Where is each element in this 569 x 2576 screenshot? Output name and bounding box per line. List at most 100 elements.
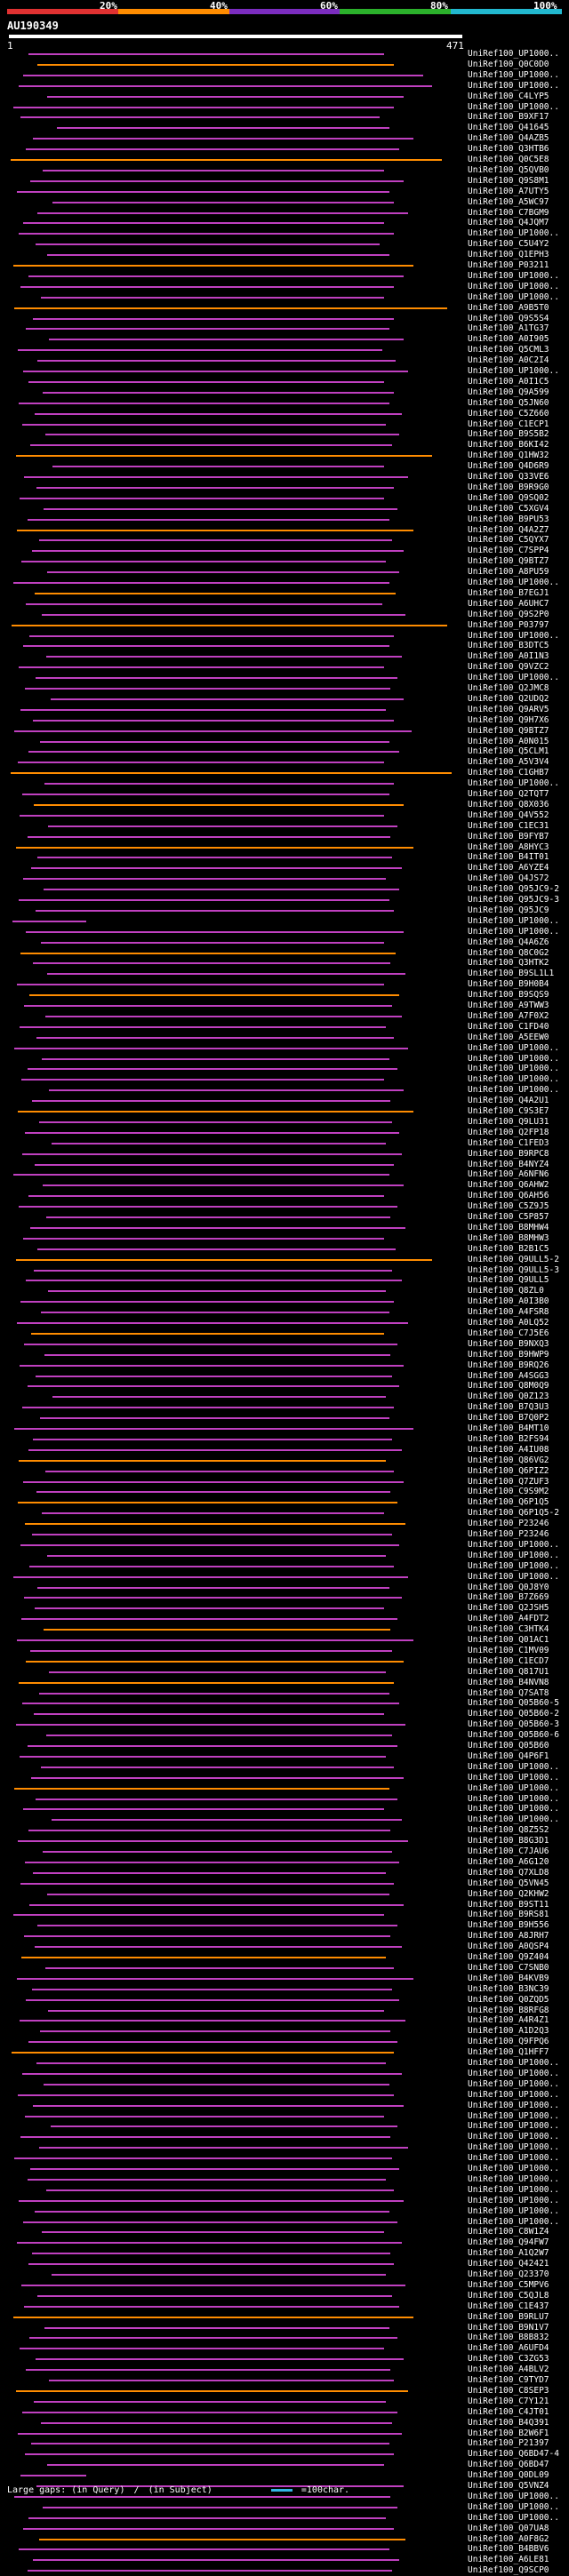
- hit-row[interactable]: UniRef100_B4NVN8: [0, 1678, 569, 1688]
- hit-row[interactable]: UniRef100_UP1000..: [0, 1773, 569, 1783]
- hit-row[interactable]: UniRef100_UP1000..: [0, 2142, 569, 2153]
- hit-row[interactable]: UniRef100_B7Q3U3: [0, 1402, 569, 1413]
- hit-row[interactable]: UniRef100_A5EEW0: [0, 1033, 569, 1043]
- hit-row[interactable]: UniRef100_B9N1V7: [0, 2323, 569, 2333]
- hit-row[interactable]: UniRef100_Q1HFF7: [0, 2047, 569, 2058]
- hit-label[interactable]: UniRef100_A0I1C5: [468, 376, 549, 387]
- hit-label[interactable]: UniRef100_Q6AH56: [468, 1191, 549, 1201]
- hit-label[interactable]: UniRef100_A9B5T0: [468, 302, 549, 313]
- hit-label[interactable]: UniRef100_C7BGM9: [468, 207, 549, 218]
- hit-row[interactable]: UniRef100_UP1000..: [0, 2090, 569, 2101]
- hit-label[interactable]: UniRef100_B9ST11: [468, 1899, 549, 1910]
- hit-row[interactable]: UniRef100_Q9LU31: [0, 1117, 569, 1128]
- hit-row[interactable]: UniRef100_C9TYD7: [0, 2375, 569, 2386]
- hit-row[interactable]: UniRef100_Q6PIZ2: [0, 1466, 569, 1477]
- hit-row[interactable]: UniRef100_UP1000..: [0, 2069, 569, 2079]
- hit-row[interactable]: UniRef100_Q9BTZ7: [0, 726, 569, 737]
- hit-row[interactable]: UniRef100_UP1000..: [0, 2153, 569, 2164]
- hit-label[interactable]: UniRef100_B9R9G0: [468, 482, 549, 492]
- hit-row[interactable]: UniRef100_A8JRH7: [0, 1931, 569, 1942]
- hit-row[interactable]: UniRef100_Q4A6Z6: [0, 937, 569, 948]
- hit-row[interactable]: UniRef100_Q4A2U1: [0, 1096, 569, 1106]
- hit-row[interactable]: UniRef100_C5Z660: [0, 409, 569, 419]
- hit-row[interactable]: UniRef100_UP1000..: [0, 2174, 569, 2185]
- hit-row[interactable]: UniRef100_UP1000..: [0, 1762, 569, 1773]
- hit-row[interactable]: UniRef100_B9RLU7: [0, 2312, 569, 2323]
- hit-label[interactable]: UniRef100_UP1000..: [468, 2205, 559, 2216]
- hit-row[interactable]: UniRef100_A5WC97: [0, 197, 569, 208]
- hit-label[interactable]: UniRef100_B8B832: [468, 2333, 549, 2343]
- hit-label[interactable]: UniRef100_A0N015: [468, 736, 549, 746]
- hit-label[interactable]: UniRef100_A1Q2W7: [468, 2248, 549, 2259]
- hit-row[interactable]: UniRef100_C1MV09: [0, 1646, 569, 1656]
- hit-label[interactable]: UniRef100_UP1000..: [468, 1560, 559, 1571]
- hit-label[interactable]: UniRef100_B7EGJ1: [468, 587, 549, 598]
- hit-row[interactable]: UniRef100_C7JAU6: [0, 1846, 569, 1857]
- hit-row[interactable]: UniRef100_Q95JC9-3: [0, 895, 569, 905]
- hit-row[interactable]: UniRef100_B9RQ26: [0, 1360, 569, 1371]
- hit-label[interactable]: UniRef100_Q4A6Z6: [468, 937, 549, 947]
- hit-label[interactable]: UniRef100_A8HYC3: [468, 841, 549, 852]
- hit-label[interactable]: UniRef100_UP1000..: [468, 2164, 559, 2173]
- hit-row[interactable]: UniRef100_Q2FP18: [0, 1128, 569, 1138]
- hit-label[interactable]: UniRef100_C5Z660: [468, 408, 549, 419]
- hit-label[interactable]: UniRef100_Q2JSH5: [468, 1603, 549, 1614]
- hit-row[interactable]: UniRef100_A0C2I4: [0, 355, 569, 366]
- hit-label[interactable]: UniRef100_UP1000..: [468, 366, 559, 376]
- hit-row[interactable]: UniRef100_Q4P6F1: [0, 1751, 569, 1762]
- hit-label[interactable]: UniRef100_Q1HFF7: [468, 2047, 549, 2058]
- hit-row[interactable]: UniRef100_C1GHB7: [0, 768, 569, 778]
- hit-label[interactable]: UniRef100_A0I1N3: [468, 651, 549, 662]
- hit-label[interactable]: UniRef100_UP1000..: [468, 2153, 559, 2164]
- hit-label[interactable]: UniRef100_UP1000..: [468, 1793, 559, 1804]
- hit-row[interactable]: UniRef100_A1Q2W7: [0, 2248, 569, 2259]
- hit-label[interactable]: UniRef100_B2W6F1: [468, 2428, 549, 2438]
- hit-row[interactable]: UniRef100_A6YZE4: [0, 863, 569, 873]
- hit-label[interactable]: UniRef100_Q9SCP0: [468, 2565, 549, 2576]
- hit-label[interactable]: UniRef100_Q1EPH3: [468, 250, 549, 260]
- hit-label[interactable]: UniRef100_UP1000..: [468, 1772, 559, 1782]
- hit-row[interactable]: UniRef100_Q2KHW2: [0, 1889, 569, 1900]
- hit-row[interactable]: UniRef100_C5MPV6: [0, 2280, 569, 2291]
- hit-label[interactable]: UniRef100_B9XF17: [468, 112, 549, 123]
- hit-label[interactable]: UniRef100_Q41645: [468, 123, 549, 133]
- hit-row[interactable]: UniRef100_B9NXQ3: [0, 1339, 569, 1350]
- hit-label[interactable]: UniRef100_Q9BTZ7: [468, 556, 549, 567]
- hit-row[interactable]: UniRef100_Q0Z123: [0, 1392, 569, 1402]
- hit-label[interactable]: UniRef100_UP1000..: [468, 1053, 559, 1064]
- hit-label[interactable]: UniRef100_A4R4Z1: [468, 2015, 549, 2026]
- hit-row[interactable]: UniRef100_A4SGG3: [0, 1371, 569, 1382]
- hit-row[interactable]: UniRef100_UP1000..: [0, 1540, 569, 1551]
- hit-label[interactable]: UniRef100_UP1000..: [468, 1782, 559, 1793]
- hit-row[interactable]: UniRef100_UP1000..: [0, 673, 569, 683]
- hit-label[interactable]: UniRef100_A4SGG3: [468, 1370, 549, 1381]
- hit-row[interactable]: UniRef100_UP1000..: [0, 1804, 569, 1814]
- hit-row[interactable]: UniRef100_C8W1Z4: [0, 2227, 569, 2237]
- hit-label[interactable]: UniRef100_C9S9M2: [468, 1487, 549, 1497]
- hit-row[interactable]: UniRef100_UP1000..: [0, 578, 569, 588]
- hit-row[interactable]: UniRef100_Q95JC9: [0, 905, 569, 916]
- hit-label[interactable]: UniRef100_UP1000..: [468, 2184, 559, 2195]
- hit-label[interactable]: UniRef100_A8JRH7: [468, 1931, 549, 1942]
- hit-label[interactable]: UniRef100_UP1000..: [468, 1761, 559, 1772]
- hit-row[interactable]: UniRef100_Q9S5S4: [0, 314, 569, 324]
- hit-row[interactable]: UniRef100_Q0ZQD5: [0, 1995, 569, 2006]
- hit-row[interactable]: UniRef100_B8G3D1: [0, 1836, 569, 1846]
- hit-row[interactable]: UniRef100_UP1000..: [0, 282, 569, 292]
- hit-row[interactable]: UniRef100_Q0DL09: [0, 2470, 569, 2481]
- hit-label[interactable]: UniRef100_UP1000..: [468, 778, 559, 789]
- hit-row[interactable]: UniRef100_Q2JSH5: [0, 1603, 569, 1614]
- hit-row[interactable]: UniRef100_B4MT10: [0, 1424, 569, 1434]
- hit-row[interactable]: UniRef100_A0I1C5: [0, 377, 569, 387]
- hit-label[interactable]: UniRef100_A0LQ52: [468, 1318, 549, 1328]
- hit-label[interactable]: UniRef100_UP1000..: [468, 291, 559, 302]
- hit-label[interactable]: UniRef100_C1GHB7: [468, 768, 549, 778]
- hit-row[interactable]: UniRef100_Q8Z5S2: [0, 1825, 569, 1836]
- hit-row[interactable]: UniRef100_UP1000..: [0, 81, 569, 92]
- hit-row[interactable]: UniRef100_Q8C0G2: [0, 948, 569, 959]
- hit-label[interactable]: UniRef100_C3ZG53: [468, 2354, 549, 2365]
- hit-row[interactable]: UniRef100_A6LE81: [0, 2555, 569, 2565]
- hit-label[interactable]: UniRef100_B3NC39: [468, 1983, 549, 1994]
- hit-label[interactable]: UniRef100_C9TYD7: [468, 2375, 549, 2385]
- hit-row[interactable]: UniRef100_C4JT01: [0, 2407, 569, 2418]
